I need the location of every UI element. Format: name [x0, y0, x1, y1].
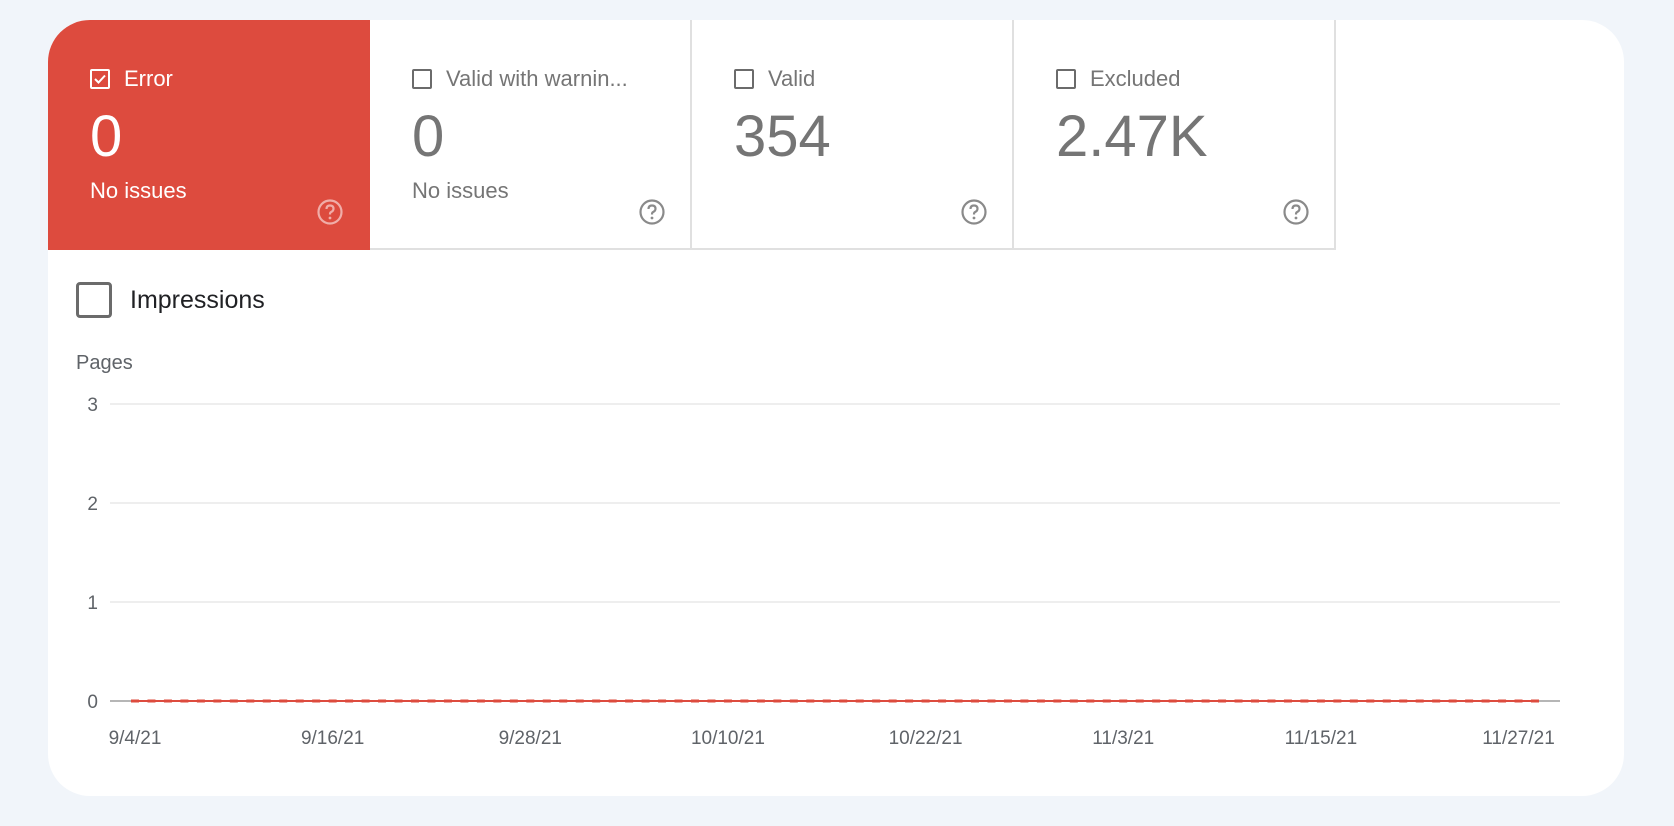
card-subtext: No issues	[90, 178, 187, 203]
card-valid[interactable]: Valid 354	[692, 20, 1014, 250]
y-tick-label: 2	[87, 494, 98, 515]
index-coverage-panel: Error 0 No issues Valid with warnin... 0…	[48, 20, 1624, 796]
y-tick-label: 1	[87, 593, 98, 614]
card-value: 0	[412, 104, 445, 169]
card-subtext: No issues	[412, 178, 509, 203]
card-label: Excluded	[1090, 66, 1181, 91]
x-tick-label: 10/10/21	[691, 728, 765, 749]
y-tick-label: 0	[87, 692, 98, 713]
card-valid-with-warnings[interactable]: Valid with warnin... 0 No issues	[370, 20, 692, 250]
card-label: Error	[124, 66, 173, 91]
checkbox-icon[interactable]	[734, 69, 754, 89]
card-label: Valid with warnin...	[446, 66, 628, 91]
card-label: Valid	[768, 66, 816, 91]
x-tick-label: 11/3/21	[1092, 728, 1154, 749]
x-tick-label: 11/27/21	[1482, 728, 1555, 749]
impressions-label: Impressions	[130, 285, 265, 314]
card-error[interactable]: Error 0 No issues	[48, 20, 370, 250]
card-value: 2.47K	[1056, 104, 1208, 169]
y-tick-label: 3	[87, 395, 98, 416]
x-tick-label: 10/22/21	[889, 728, 963, 749]
help-icon[interactable]	[316, 198, 344, 226]
impressions-toggle[interactable]: Impressions	[76, 282, 265, 318]
checkbox-icon[interactable]	[412, 69, 432, 89]
card-value: 354	[734, 104, 831, 169]
status-cards: Error 0 No issues Valid with warnin... 0…	[48, 20, 1336, 250]
card-value: 0	[90, 104, 123, 169]
checkbox-icon[interactable]	[76, 282, 112, 318]
card-excluded[interactable]: Excluded 2.47K	[1014, 20, 1336, 250]
x-tick-label: 9/4/21	[109, 728, 162, 749]
x-tick-label: 9/16/21	[301, 728, 364, 749]
checkbox-icon[interactable]	[1056, 69, 1076, 89]
x-tick-label: 9/28/21	[499, 728, 562, 749]
pages-chart: Pages 3 2 1 0 9/4/21 9/16/21 9/28/21 10/10/21 10/…	[76, 352, 1560, 749]
checkbox-checked-icon[interactable]	[90, 69, 110, 89]
help-icon[interactable]	[1282, 198, 1310, 226]
x-tick-label: 11/15/21	[1285, 728, 1358, 749]
help-icon[interactable]	[960, 198, 988, 226]
help-icon[interactable]	[638, 198, 666, 226]
y-axis-label: Pages	[76, 352, 133, 374]
